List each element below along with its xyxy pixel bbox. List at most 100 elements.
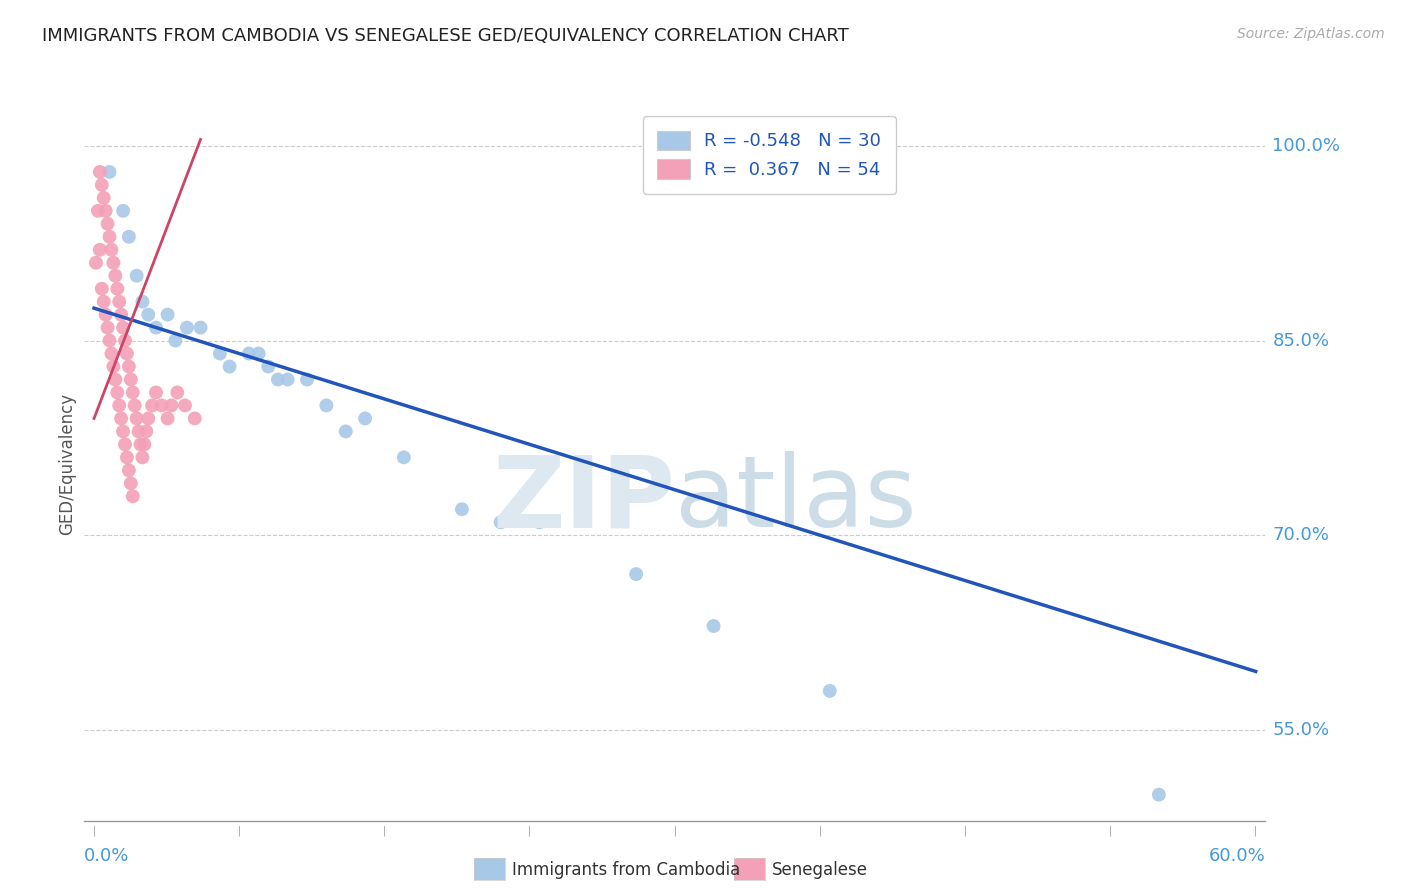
Point [98, 229, 121, 244]
Text: |: | [382, 825, 387, 836]
Point [114, 334, 136, 348]
Point [118, 463, 141, 477]
Y-axis label: GED/Equivalency: GED/Equivalency [58, 392, 76, 535]
Text: Senegalese: Senegalese [772, 861, 868, 879]
Point [121, 489, 143, 503]
Point [87, 203, 110, 218]
Point [103, 359, 125, 374]
Point [114, 437, 136, 451]
Text: |: | [529, 825, 531, 836]
Point [624, 567, 647, 582]
Text: 100.0%: 100.0% [1272, 137, 1340, 155]
Point [124, 399, 146, 413]
Point [90, 178, 112, 192]
Text: 55.0%: 55.0% [1272, 721, 1330, 739]
Point [118, 229, 141, 244]
Point [115, 450, 138, 465]
Legend: R = -0.548   N = 30, R =  0.367   N = 54: R = -0.548 N = 30, R = 0.367 N = 54 [643, 116, 896, 194]
Point [703, 619, 725, 633]
Point [135, 425, 157, 439]
Point [145, 320, 167, 334]
Point [136, 411, 159, 425]
Point [183, 411, 205, 425]
Point [128, 425, 150, 439]
Point [267, 372, 290, 386]
Point [98, 334, 121, 348]
Point [104, 268, 127, 283]
Point [110, 411, 132, 425]
Point [134, 437, 156, 451]
Point [103, 256, 125, 270]
Text: |: | [1109, 825, 1112, 836]
Point [489, 515, 512, 529]
Point [93, 294, 115, 309]
Point [818, 684, 841, 698]
Point [118, 359, 141, 374]
Point [156, 411, 179, 425]
Point [238, 346, 260, 360]
Text: 85.0%: 85.0% [1272, 332, 1330, 350]
Point [90, 282, 112, 296]
Point [121, 385, 143, 400]
Point [125, 411, 148, 425]
Point [174, 399, 197, 413]
Point [120, 476, 142, 491]
Point [190, 320, 212, 334]
Point [257, 359, 280, 374]
Text: |: | [1254, 825, 1257, 836]
Point [100, 243, 122, 257]
Point [141, 399, 163, 413]
Point [315, 399, 337, 413]
Point [98, 165, 121, 179]
Point [218, 359, 240, 374]
Text: 0.0%: 0.0% [84, 847, 129, 865]
Point [451, 502, 474, 516]
Point [176, 320, 198, 334]
Point [529, 515, 551, 529]
Point [112, 425, 135, 439]
Point [89, 165, 111, 179]
Point [208, 346, 231, 360]
Point [94, 203, 117, 218]
Point [120, 372, 142, 386]
Point [115, 346, 138, 360]
Point [136, 308, 159, 322]
Point [108, 294, 131, 309]
Point [145, 385, 167, 400]
Point [112, 320, 135, 334]
Point [129, 437, 152, 451]
Point [354, 411, 377, 425]
Point [94, 308, 117, 322]
Text: |: | [963, 825, 967, 836]
Point [108, 399, 131, 413]
Point [84, 256, 107, 270]
Point [295, 372, 318, 386]
Point [100, 346, 122, 360]
Point [97, 320, 120, 334]
Text: IMMIGRANTS FROM CAMBODIA VS SENEGALESE GED/EQUIVALENCY CORRELATION CHART: IMMIGRANTS FROM CAMBODIA VS SENEGALESE G… [42, 27, 849, 45]
Point [1147, 788, 1170, 802]
Text: |: | [673, 825, 676, 836]
Point [89, 243, 111, 257]
Point [160, 399, 183, 413]
Point [166, 385, 188, 400]
Point [97, 217, 120, 231]
Point [105, 385, 128, 400]
Point [104, 372, 127, 386]
Point [131, 294, 153, 309]
Text: ZIP: ZIP [492, 451, 675, 548]
Point [335, 425, 357, 439]
Text: 70.0%: 70.0% [1272, 526, 1329, 544]
Text: |: | [238, 825, 240, 836]
Point [392, 450, 415, 465]
Point [277, 372, 299, 386]
Text: Immigrants from Cambodia: Immigrants from Cambodia [512, 861, 741, 879]
Point [110, 308, 132, 322]
Point [112, 203, 135, 218]
Text: 60.0%: 60.0% [1209, 847, 1265, 865]
Point [125, 268, 148, 283]
Point [156, 308, 179, 322]
Point [150, 399, 173, 413]
Point [93, 191, 115, 205]
Text: |: | [818, 825, 821, 836]
